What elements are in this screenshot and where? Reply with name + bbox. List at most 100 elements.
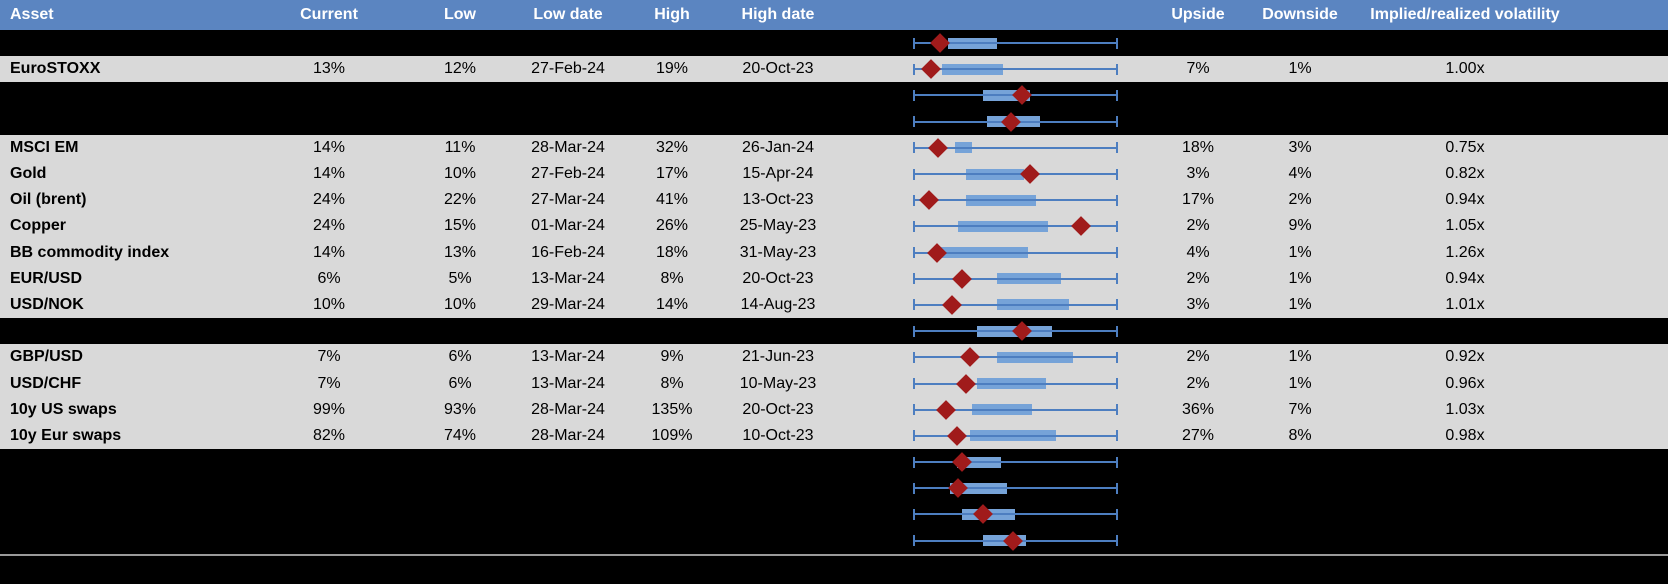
- downside-cell[interactable]: 1%: [1288, 348, 1312, 366]
- table-row[interactable]: GBP/USD 7% 6% 13-Mar-24 9% 21-Jun-23 2% …: [0, 344, 1668, 371]
- high-cell[interactable]: 109%: [651, 426, 693, 444]
- high-date-cell[interactable]: 20-Oct-23: [742, 60, 814, 78]
- impl-vol-cell[interactable]: 1.26x: [1445, 243, 1485, 261]
- high-date-cell[interactable]: 10-May-23: [739, 374, 817, 392]
- high-cell[interactable]: 18%: [655, 243, 689, 261]
- upside-cell[interactable]: 2%: [1186, 374, 1210, 392]
- high-cell[interactable]: 41%: [655, 191, 689, 209]
- table-row[interactable]: [0, 82, 1668, 109]
- high-cell[interactable]: 19%: [655, 60, 689, 78]
- current-cell[interactable]: 82%: [312, 426, 346, 444]
- downside-cell[interactable]: 9%: [1288, 217, 1312, 235]
- table-row[interactable]: MSCI EM 14% 11% 28-Mar-24 32% 26-Jan-24 …: [0, 134, 1668, 161]
- upside-cell[interactable]: 2%: [1186, 217, 1210, 235]
- asset-cell[interactable]: Gold: [10, 165, 47, 183]
- table-row[interactable]: BB commodity index 14% 13% 16-Feb-24 18%…: [0, 239, 1668, 266]
- downside-cell[interactable]: 1%: [1288, 295, 1312, 313]
- low-cell[interactable]: 10%: [443, 295, 477, 313]
- table-row[interactable]: Copper 24% 15% 01-Mar-24 26% 25-May-23 2…: [0, 213, 1668, 240]
- upside-cell[interactable]: 7%: [1186, 60, 1210, 78]
- upside-cell[interactable]: 3%: [1186, 165, 1210, 183]
- table-row[interactable]: USD/NOK 10% 10% 29-Mar-24 14% 14-Aug-23 …: [0, 291, 1668, 319]
- impl-vol-cell[interactable]: 1.03x: [1445, 400, 1485, 418]
- table-row[interactable]: [0, 318, 1668, 345]
- low-cell[interactable]: 93%: [443, 400, 477, 418]
- header-low[interactable]: Low: [444, 6, 476, 23]
- low-cell[interactable]: 5%: [448, 269, 472, 287]
- low-cell[interactable]: 10%: [443, 165, 477, 183]
- upside-cell[interactable]: 2%: [1186, 348, 1210, 366]
- impl-vol-cell[interactable]: 0.92x: [1445, 348, 1485, 366]
- high-cell[interactable]: 8%: [660, 374, 684, 392]
- low-date-cell[interactable]: 28-Mar-24: [531, 426, 605, 444]
- asset-cell[interactable]: 10y Eur swaps: [10, 426, 122, 444]
- downside-cell[interactable]: 3%: [1288, 138, 1312, 156]
- asset-cell[interactable]: USD/NOK: [10, 295, 84, 313]
- high-date-cell[interactable]: 14-Aug-23: [740, 295, 816, 313]
- table-row[interactable]: [0, 449, 1668, 476]
- low-date-cell[interactable]: 16-Feb-24: [531, 243, 605, 261]
- high-date-cell[interactable]: 31-May-23: [739, 243, 817, 261]
- low-cell[interactable]: 74%: [443, 426, 477, 444]
- asset-cell[interactable]: Oil (brent): [10, 191, 87, 209]
- current-cell[interactable]: 14%: [312, 243, 346, 261]
- table-row[interactable]: Oil (brent) 24% 22% 27-Mar-24 41% 13-Oct…: [0, 187, 1668, 214]
- impl-vol-cell[interactable]: 1.05x: [1445, 217, 1485, 235]
- low-date-cell[interactable]: 13-Mar-24: [531, 374, 605, 392]
- low-cell[interactable]: 6%: [448, 374, 472, 392]
- table-row[interactable]: EUR/USD 6% 5% 13-Mar-24 8% 20-Oct-23 2% …: [0, 265, 1668, 292]
- asset-cell[interactable]: MSCI EM: [10, 138, 79, 156]
- table-row[interactable]: 10y Eur swaps 82% 74% 28-Mar-24 109% 10-…: [0, 422, 1668, 449]
- asset-cell[interactable]: BB commodity index: [10, 243, 170, 261]
- table-row[interactable]: USD/CHF 7% 6% 13-Mar-24 8% 10-May-23 2% …: [0, 370, 1668, 397]
- header-current[interactable]: Current: [300, 6, 358, 23]
- downside-cell[interactable]: 1%: [1288, 269, 1312, 287]
- header-high-date[interactable]: High date: [741, 6, 815, 23]
- high-cell[interactable]: 26%: [655, 217, 689, 235]
- current-cell[interactable]: 10%: [312, 295, 346, 313]
- high-date-cell[interactable]: 10-Oct-23: [742, 426, 814, 444]
- downside-cell[interactable]: 1%: [1288, 243, 1312, 261]
- downside-cell[interactable]: 1%: [1288, 374, 1312, 392]
- low-date-cell[interactable]: 27-Feb-24: [531, 60, 605, 78]
- high-cell[interactable]: 17%: [655, 165, 689, 183]
- low-cell[interactable]: 11%: [444, 138, 476, 156]
- low-date-cell[interactable]: 13-Mar-24: [531, 348, 605, 366]
- current-cell[interactable]: 7%: [317, 348, 341, 366]
- high-cell[interactable]: 9%: [660, 348, 684, 366]
- asset-cell[interactable]: USD/CHF: [10, 374, 82, 392]
- upside-cell[interactable]: 4%: [1186, 243, 1210, 261]
- table-row[interactable]: [0, 475, 1668, 502]
- impl-vol-cell[interactable]: 0.82x: [1445, 165, 1485, 183]
- low-cell[interactable]: 22%: [443, 191, 477, 209]
- upside-cell[interactable]: 27%: [1181, 426, 1215, 444]
- asset-cell[interactable]: GBP/USD: [10, 348, 83, 366]
- low-cell[interactable]: 13%: [443, 243, 477, 261]
- upside-cell[interactable]: 3%: [1186, 295, 1210, 313]
- table-row[interactable]: [0, 30, 1668, 57]
- header-high[interactable]: High: [654, 6, 690, 23]
- high-date-cell[interactable]: 20-Oct-23: [742, 400, 814, 418]
- upside-cell[interactable]: 17%: [1181, 191, 1215, 209]
- low-date-cell[interactable]: 27-Feb-24: [531, 165, 605, 183]
- table-row[interactable]: [0, 501, 1668, 528]
- current-cell[interactable]: 24%: [312, 191, 346, 209]
- asset-cell[interactable]: 10y US swaps: [10, 400, 117, 418]
- asset-cell[interactable]: EUR/USD: [10, 269, 83, 287]
- header-low-date[interactable]: Low date: [533, 6, 603, 23]
- downside-cell[interactable]: 2%: [1288, 191, 1312, 209]
- impl-vol-cell[interactable]: 0.98x: [1445, 426, 1485, 444]
- low-date-cell[interactable]: 13-Mar-24: [531, 269, 605, 287]
- high-cell[interactable]: 32%: [655, 138, 689, 156]
- low-date-cell[interactable]: 28-Mar-24: [531, 138, 605, 156]
- low-cell[interactable]: 6%: [448, 348, 472, 366]
- high-date-cell[interactable]: 25-May-23: [739, 217, 817, 235]
- asset-cell[interactable]: EuroSTOXX: [10, 60, 101, 78]
- upside-cell[interactable]: 2%: [1186, 269, 1210, 287]
- high-date-cell[interactable]: 21-Jun-23: [741, 348, 815, 366]
- table-row[interactable]: [0, 108, 1668, 135]
- current-cell[interactable]: 7%: [317, 374, 341, 392]
- header-impl-vol[interactable]: Implied/realized volatility: [1370, 6, 1560, 23]
- current-cell[interactable]: 14%: [312, 165, 346, 183]
- impl-vol-cell[interactable]: 0.94x: [1445, 269, 1485, 287]
